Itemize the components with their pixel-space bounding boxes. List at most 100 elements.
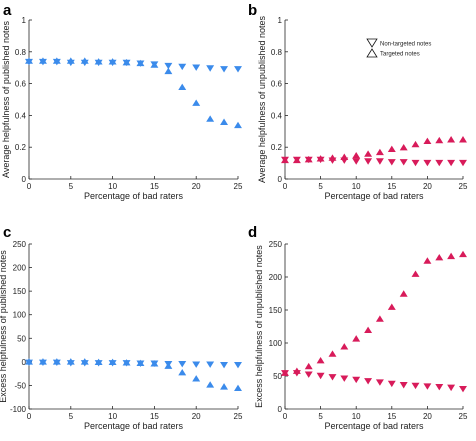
y-tick-label: 0.8 — [15, 48, 27, 57]
x-tick-label: 10 — [352, 412, 361, 421]
x-axis-label: Percentage of bad raters — [84, 421, 184, 431]
targeted-marker — [411, 140, 420, 148]
legend-triangle-up-icon — [366, 48, 378, 58]
targeted-marker — [328, 154, 337, 161]
targeted-marker — [387, 145, 396, 152]
non-targeted-marker — [435, 384, 444, 391]
non-targeted-marker — [178, 63, 187, 71]
targeted-marker — [108, 358, 117, 366]
targeted-marker — [234, 121, 242, 129]
targeted-marker — [447, 252, 456, 260]
legend-label: Targeted notes — [380, 52, 420, 58]
targeted-marker — [80, 358, 89, 365]
non-targeted-marker — [220, 361, 229, 369]
panel-label: c — [3, 224, 11, 241]
targeted-marker — [375, 315, 384, 322]
targeted-marker — [316, 356, 325, 364]
targeted-marker — [136, 359, 145, 366]
non-targeted-marker — [192, 361, 201, 368]
legend: Non-targeted notes Targeted notes — [366, 38, 431, 58]
non-targeted-marker — [340, 375, 349, 382]
y-tick-label: 0 — [22, 358, 27, 367]
non-targeted-marker — [316, 372, 325, 380]
non-targeted-marker — [423, 383, 432, 390]
targeted-marker — [122, 58, 131, 66]
non-targeted-marker — [375, 379, 384, 386]
targeted-marker — [25, 57, 33, 64]
targeted-marker — [178, 83, 187, 90]
x-axis-label: Percentage of bad raters — [324, 191, 424, 201]
targeted-marker — [94, 358, 103, 366]
targeted-marker — [80, 57, 89, 64]
x-tick-label: 20 — [423, 412, 432, 421]
x-tick-label: 15 — [387, 412, 396, 421]
targeted-marker — [459, 250, 467, 258]
non-targeted-marker — [447, 159, 456, 167]
targeted-marker — [352, 335, 361, 342]
targeted-marker — [192, 375, 201, 382]
y-tick-label: 0 — [278, 405, 283, 414]
targeted-marker — [25, 358, 33, 365]
x-tick-label: 20 — [192, 412, 201, 421]
x-tick-label: 20 — [423, 182, 432, 191]
y-tick-label: 250 — [13, 240, 27, 249]
x-tick-label: 5 — [318, 182, 323, 191]
targeted-marker — [352, 151, 361, 159]
targeted-marker — [328, 350, 337, 357]
targeted-marker — [340, 343, 349, 350]
non-targeted-marker — [234, 361, 242, 369]
non-targeted-marker — [387, 159, 396, 166]
y-tick-label: 1 — [278, 16, 283, 25]
targeted-marker — [178, 369, 187, 376]
targeted-marker — [411, 270, 420, 277]
targeted-marker — [206, 115, 215, 122]
targeted-marker — [122, 359, 131, 366]
x-tick-label: 15 — [150, 412, 159, 421]
y-tick-label: 200 — [269, 273, 283, 282]
legend-label: Non-targeted notes — [380, 42, 431, 48]
targeted-marker — [364, 326, 373, 333]
non-targeted-marker — [192, 64, 201, 71]
y-tick-label: 200 — [13, 264, 27, 273]
panel-label: a — [3, 2, 12, 19]
targeted-marker — [38, 57, 47, 64]
non-targeted-marker — [459, 159, 467, 167]
targeted-marker — [164, 362, 173, 369]
y-tick-label: -100 — [10, 405, 27, 414]
non-targeted-marker — [328, 374, 337, 381]
targeted-marker — [399, 144, 408, 151]
targeted-marker — [108, 58, 117, 65]
y-tick-label: 0.4 — [15, 111, 27, 120]
targeted-marker — [423, 257, 432, 264]
x-tick-label: 5 — [69, 182, 74, 191]
x-tick-label: 10 — [108, 412, 117, 421]
targeted-marker — [447, 136, 456, 143]
y-tick-label: 1 — [22, 16, 27, 25]
non-targeted-marker — [164, 62, 173, 70]
non-targeted-marker — [411, 159, 420, 167]
x-tick-label: 15 — [387, 182, 396, 191]
y-tick-label: 50 — [17, 334, 26, 343]
non-targeted-marker — [178, 361, 187, 368]
y-tick-label: 250 — [269, 240, 283, 249]
non-targeted-marker — [220, 66, 229, 73]
y-axis-label: Excess helpfulness of unpublished notes — [254, 245, 264, 408]
targeted-marker — [220, 118, 229, 125]
targeted-marker — [66, 57, 75, 64]
non-targeted-marker — [206, 65, 215, 72]
y-tick-label: 100 — [13, 311, 27, 320]
non-targeted-marker — [399, 382, 408, 389]
y-tick-label: 0.6 — [271, 80, 283, 89]
non-targeted-marker — [364, 378, 373, 385]
y-tick-label: -50 — [14, 381, 26, 390]
x-tick-label: 10 — [108, 182, 117, 191]
targeted-marker — [292, 156, 301, 164]
targeted-marker — [234, 384, 242, 391]
y-tick-label: 150 — [13, 287, 27, 296]
targeted-marker — [292, 367, 301, 374]
targeted-marker — [164, 67, 173, 75]
targeted-marker — [94, 58, 103, 65]
y-tick-label: 150 — [269, 306, 283, 315]
targeted-marker — [364, 150, 373, 157]
